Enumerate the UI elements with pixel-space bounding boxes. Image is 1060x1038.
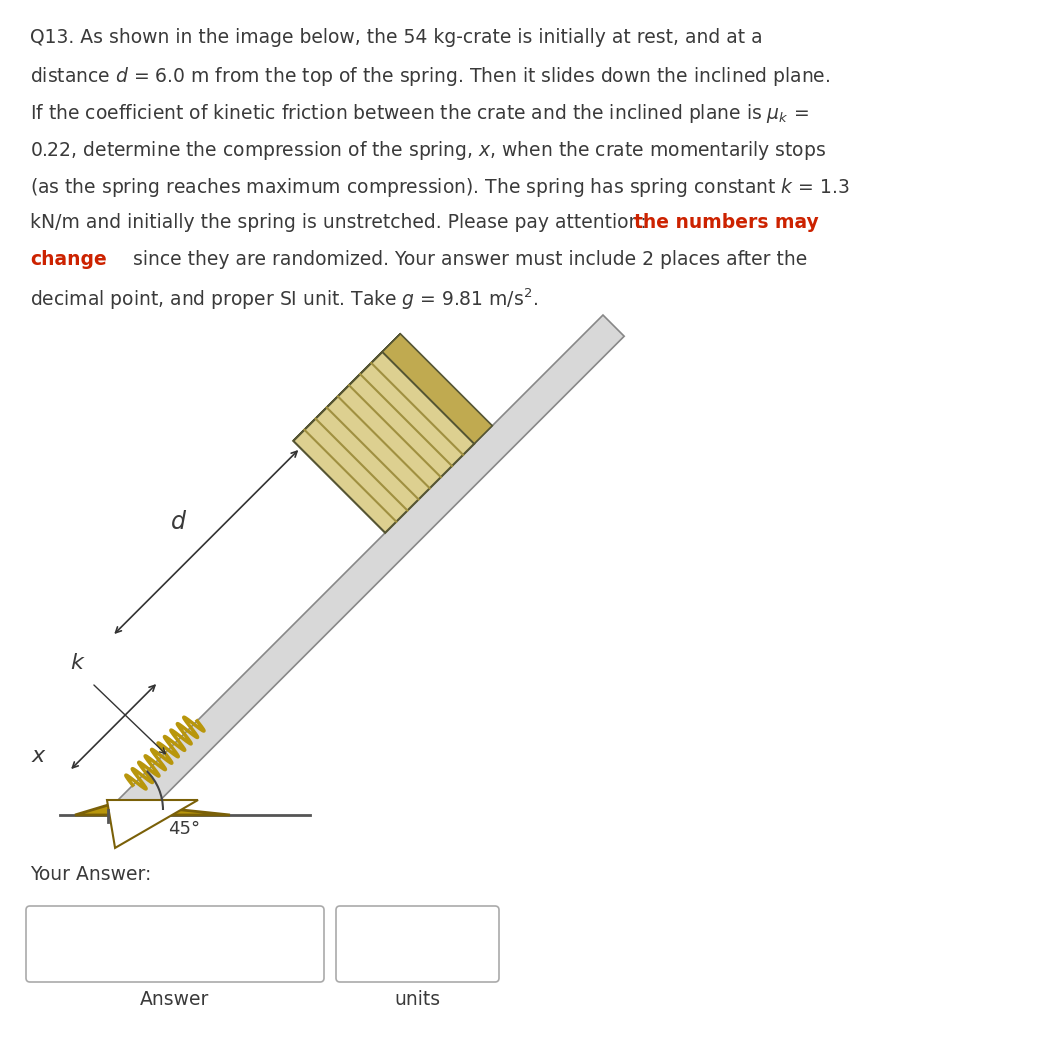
- Text: Your Answer:: Your Answer:: [30, 865, 152, 884]
- Text: change: change: [30, 250, 107, 269]
- FancyBboxPatch shape: [26, 906, 324, 982]
- Text: Q13. As shown in the image below, the 54 kg-crate is initially at rest, and at a: Q13. As shown in the image below, the 54…: [30, 28, 762, 47]
- FancyBboxPatch shape: [336, 906, 499, 982]
- Polygon shape: [107, 800, 198, 848]
- Text: units: units: [394, 990, 440, 1009]
- Text: If the coefficient of kinetic friction between the crate and the inclined plane : If the coefficient of kinetic friction b…: [30, 102, 809, 125]
- Text: decimal point, and proper SI unit. Take $g$ = 9.81 m/s$^2$.: decimal point, and proper SI unit. Take …: [30, 286, 538, 312]
- Text: Answer: Answer: [140, 990, 210, 1009]
- Polygon shape: [383, 334, 492, 443]
- Text: the numbers may: the numbers may: [634, 213, 818, 233]
- Text: since they are randomized. Your answer must include 2 places after the: since they are randomized. Your answer m…: [127, 250, 808, 269]
- Text: kN/m and initially the spring is unstretched. Please pay attention:: kN/m and initially the spring is unstret…: [30, 213, 653, 233]
- Polygon shape: [294, 334, 401, 441]
- Polygon shape: [294, 352, 474, 532]
- Text: $d$: $d$: [170, 510, 187, 534]
- Text: distance $d$ = 6.0 m from the top of the spring. Then it slides down the incline: distance $d$ = 6.0 m from the top of the…: [30, 65, 830, 88]
- Text: $x$: $x$: [31, 746, 47, 766]
- Text: $k$: $k$: [70, 653, 86, 673]
- Polygon shape: [108, 315, 624, 831]
- Polygon shape: [75, 803, 230, 815]
- Text: 0.22, determine the compression of the spring, $x$, when the crate momentarily s: 0.22, determine the compression of the s…: [30, 139, 826, 162]
- Text: 45°: 45°: [167, 820, 200, 838]
- Text: (as the spring reaches maximum compression). The spring has spring constant $k$ : (as the spring reaches maximum compressi…: [30, 176, 849, 199]
